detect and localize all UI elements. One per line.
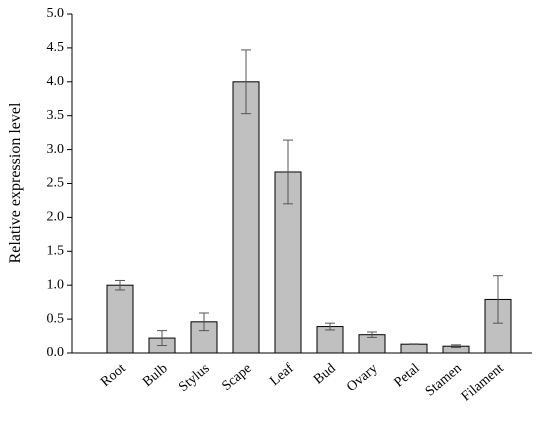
x-tick-label: Scape bbox=[219, 361, 254, 394]
bar bbox=[232, 81, 260, 354]
y-tick-label: 0.5 bbox=[47, 311, 65, 326]
y-tick-label: 2.0 bbox=[47, 210, 65, 225]
y-tick-label: 1.0 bbox=[47, 277, 65, 292]
y-tick-label: 0.0 bbox=[47, 345, 65, 360]
error-bar bbox=[283, 139, 293, 205]
error-bar bbox=[241, 49, 251, 115]
y-axis-label: Relative expression level bbox=[7, 102, 24, 263]
y-tick-label: 1.5 bbox=[47, 244, 65, 259]
bar bbox=[400, 343, 428, 354]
error-bar bbox=[157, 330, 167, 347]
error-bar bbox=[409, 343, 419, 346]
x-tick-label: Bulb bbox=[140, 361, 171, 390]
x-tick-label: Stylus bbox=[176, 361, 212, 395]
x-tick-label: Petal bbox=[392, 361, 423, 391]
y-tick-label: 4.5 bbox=[47, 40, 65, 55]
y-tick-label: 5.0 bbox=[47, 6, 65, 21]
x-tick-label: Filament bbox=[459, 361, 507, 405]
y-tick-label: 4.0 bbox=[47, 74, 65, 89]
error-bar bbox=[451, 344, 461, 349]
x-tick-label: Ovary bbox=[344, 361, 380, 395]
bar bbox=[316, 326, 344, 354]
x-tick-label: Leaf bbox=[267, 361, 297, 389]
error-bar bbox=[115, 279, 125, 291]
x-tick-label: Root bbox=[98, 361, 129, 390]
x-tick-label: Bud bbox=[311, 361, 339, 387]
y-tick-label: 3.5 bbox=[47, 108, 65, 123]
error-bar bbox=[493, 275, 503, 324]
y-tick-label: 2.5 bbox=[47, 176, 65, 191]
error-bar bbox=[199, 312, 209, 332]
bar bbox=[106, 284, 134, 354]
y-tick-label: 3.0 bbox=[47, 142, 65, 157]
error-bar bbox=[325, 322, 335, 331]
error-bar bbox=[367, 331, 377, 338]
